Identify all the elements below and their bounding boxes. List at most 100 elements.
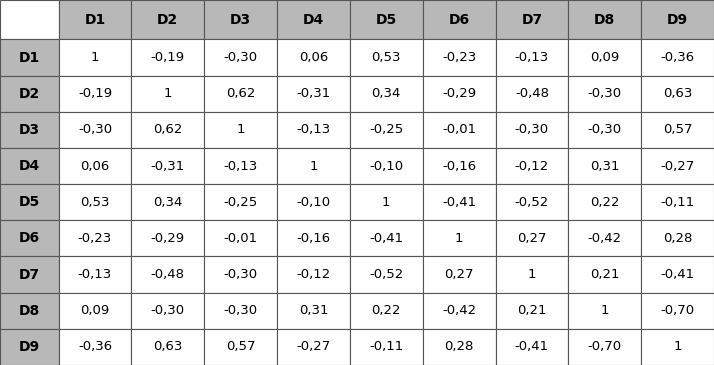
Text: 1: 1 xyxy=(673,341,682,353)
Bar xyxy=(131,293,204,329)
Text: 1: 1 xyxy=(91,51,99,64)
Text: D5: D5 xyxy=(376,13,397,27)
Bar xyxy=(59,76,131,112)
Text: -0,13: -0,13 xyxy=(296,123,331,137)
Text: -0,12: -0,12 xyxy=(515,160,549,173)
Text: 0,63: 0,63 xyxy=(153,341,183,353)
Text: -0,36: -0,36 xyxy=(78,341,112,353)
Bar xyxy=(641,0,714,39)
Bar xyxy=(131,112,204,148)
Bar xyxy=(131,184,204,220)
Text: 0,21: 0,21 xyxy=(590,268,620,281)
Bar xyxy=(350,220,423,257)
Bar xyxy=(496,220,568,257)
Bar xyxy=(496,148,568,184)
Text: -0,31: -0,31 xyxy=(296,87,331,100)
Text: D1: D1 xyxy=(19,50,40,65)
Text: -0,70: -0,70 xyxy=(660,304,695,317)
Bar xyxy=(350,112,423,148)
Bar xyxy=(568,112,641,148)
Text: D5: D5 xyxy=(19,195,40,209)
Text: 0,06: 0,06 xyxy=(299,51,328,64)
Bar xyxy=(59,0,131,39)
Bar xyxy=(350,148,423,184)
Bar xyxy=(131,257,204,293)
Text: D3: D3 xyxy=(19,123,40,137)
Bar xyxy=(204,257,277,293)
Text: 1: 1 xyxy=(164,87,172,100)
Bar xyxy=(204,148,277,184)
Bar xyxy=(204,76,277,112)
Bar xyxy=(277,184,350,220)
Bar xyxy=(641,39,714,76)
Bar xyxy=(59,112,131,148)
Text: -0,30: -0,30 xyxy=(223,304,258,317)
Text: -0,10: -0,10 xyxy=(369,160,403,173)
Bar xyxy=(423,257,496,293)
Text: D9: D9 xyxy=(19,340,40,354)
Text: 0,31: 0,31 xyxy=(298,304,328,317)
Bar xyxy=(0,112,59,148)
Bar xyxy=(350,76,423,112)
Bar xyxy=(131,76,204,112)
Bar xyxy=(59,39,131,76)
Bar xyxy=(568,39,641,76)
Bar xyxy=(350,184,423,220)
Text: D2: D2 xyxy=(157,13,178,27)
Bar xyxy=(277,76,350,112)
Bar xyxy=(59,257,131,293)
Text: -0,41: -0,41 xyxy=(369,232,403,245)
Bar xyxy=(423,112,496,148)
Text: 0,34: 0,34 xyxy=(371,87,401,100)
Bar xyxy=(568,293,641,329)
Bar xyxy=(350,329,423,365)
Text: D8: D8 xyxy=(19,304,40,318)
Text: D6: D6 xyxy=(19,231,40,245)
Text: D4: D4 xyxy=(19,159,40,173)
Bar xyxy=(131,148,204,184)
Bar xyxy=(568,76,641,112)
Text: -0,01: -0,01 xyxy=(223,232,258,245)
Bar xyxy=(641,293,714,329)
Bar xyxy=(59,329,131,365)
Bar xyxy=(496,39,568,76)
Bar xyxy=(0,39,59,76)
Bar xyxy=(277,329,350,365)
Text: -0,42: -0,42 xyxy=(588,232,622,245)
Text: 1: 1 xyxy=(528,268,536,281)
Text: -0,41: -0,41 xyxy=(442,196,476,209)
Bar xyxy=(204,0,277,39)
Bar xyxy=(277,293,350,329)
Bar xyxy=(568,257,641,293)
Bar xyxy=(641,112,714,148)
Bar xyxy=(496,257,568,293)
Text: 0,06: 0,06 xyxy=(81,160,109,173)
Text: -0,16: -0,16 xyxy=(442,160,476,173)
Text: -0,41: -0,41 xyxy=(515,341,549,353)
Text: D7: D7 xyxy=(19,268,40,281)
Text: 0,22: 0,22 xyxy=(590,196,620,209)
Bar xyxy=(568,184,641,220)
Text: 0,31: 0,31 xyxy=(590,160,620,173)
Text: D3: D3 xyxy=(230,13,251,27)
Text: -0,13: -0,13 xyxy=(515,51,549,64)
Text: 0,27: 0,27 xyxy=(444,268,474,281)
Text: -0,27: -0,27 xyxy=(296,341,331,353)
Bar xyxy=(568,329,641,365)
Bar xyxy=(641,220,714,257)
Text: 0,09: 0,09 xyxy=(81,304,109,317)
Text: -0,25: -0,25 xyxy=(369,123,403,137)
Text: -0,31: -0,31 xyxy=(151,160,185,173)
Text: -0,12: -0,12 xyxy=(296,268,331,281)
Bar xyxy=(131,329,204,365)
Bar xyxy=(59,148,131,184)
Text: -0,19: -0,19 xyxy=(151,51,185,64)
Bar xyxy=(641,257,714,293)
Text: -0,30: -0,30 xyxy=(151,304,185,317)
Bar xyxy=(641,329,714,365)
Bar xyxy=(496,0,568,39)
Bar xyxy=(0,184,59,220)
Text: -0,16: -0,16 xyxy=(296,232,331,245)
Text: 0,27: 0,27 xyxy=(517,232,547,245)
Text: -0,30: -0,30 xyxy=(223,51,258,64)
